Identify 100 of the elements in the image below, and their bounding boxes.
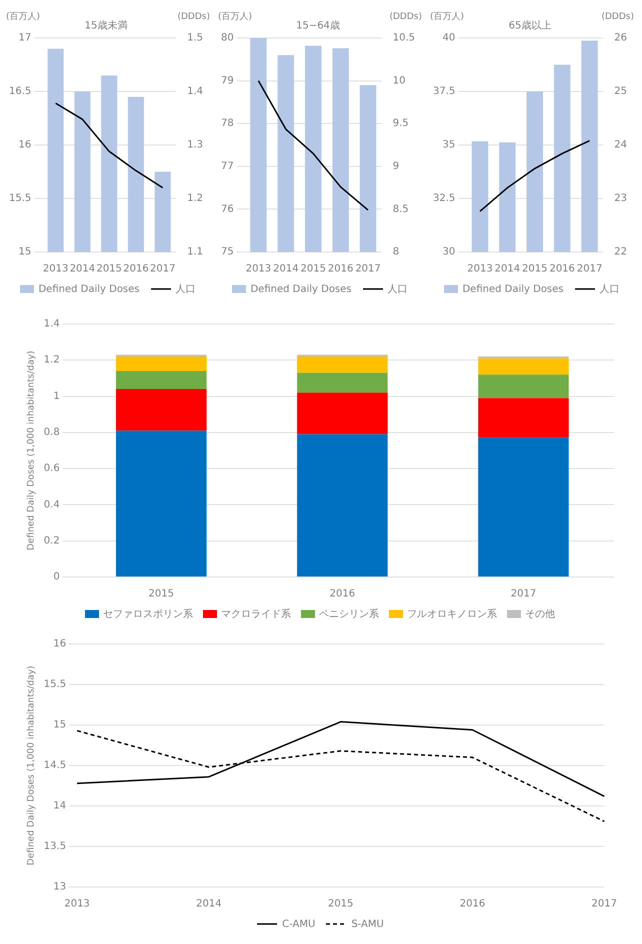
legend-label: セファロスポリン系	[103, 608, 193, 621]
y-tick-label: 35	[442, 140, 456, 151]
legend-label: S-AMU	[351, 918, 384, 930]
x-tick-label: 2013	[64, 898, 90, 910]
y-tick-label: 40	[442, 32, 456, 44]
y-tick-label: 16	[18, 140, 32, 151]
y-tick-label: 14.5	[44, 760, 66, 772]
chart-title: 15−64歳	[296, 20, 340, 32]
x-tick-label: 2016	[549, 264, 575, 275]
y-axis-title: (百万人)	[430, 10, 464, 22]
x-tick-label: 2013	[467, 264, 493, 275]
y-tick-label: 13	[53, 882, 66, 893]
chart-title: 15歳未満	[84, 20, 128, 32]
x-tick-label: 2016	[330, 588, 356, 600]
x-tick-label: 2014	[273, 264, 299, 275]
legend-label: フルオロキノロン系	[407, 608, 497, 621]
x-tick-label: 2015	[300, 264, 326, 275]
y-tick-label: 78	[220, 118, 234, 130]
y-tick-label: 15.5	[44, 679, 66, 690]
x-tick-label: 2017	[355, 264, 381, 275]
legend-label: 人口	[176, 283, 196, 296]
legend-label: その他	[525, 608, 555, 621]
y2-tick-label: 1.5	[187, 32, 204, 44]
y-axis-title: (百万人)	[218, 10, 252, 22]
x-tick-label: 2015	[148, 588, 174, 600]
bar	[297, 392, 388, 434]
y2-tick-label: 10.5	[392, 32, 415, 44]
y-tick-label: 13.5	[44, 841, 66, 852]
x-tick-label: 2016	[123, 264, 149, 275]
y-axis-title: (百万人)	[6, 10, 40, 22]
y-tick-label: 17	[18, 32, 32, 44]
y2-tick-label: 1.1	[187, 246, 204, 258]
y-tick-label: 37.5	[433, 86, 456, 98]
legend-label: Defined Daily Doses	[462, 284, 564, 294]
bar	[297, 356, 388, 373]
y-tick-label: 30	[442, 246, 456, 258]
x-tick-label: 2013	[42, 264, 68, 275]
y-tick-label: 76	[220, 204, 234, 215]
legend-label: Defined Daily Doses	[38, 284, 140, 294]
x-tick-label: 2016	[328, 264, 354, 275]
legend-label: 人口	[388, 283, 408, 296]
y-tick-label: 1.2	[44, 354, 60, 366]
y-tick-label: 1.4	[44, 318, 60, 330]
x-tick-label: 2015	[328, 898, 354, 910]
y2-tick-label: 24	[614, 140, 628, 151]
y2-tick-label: 23	[614, 193, 628, 204]
x-tick-label: 2017	[576, 264, 602, 275]
y2-tick-label: 8.5	[392, 204, 409, 215]
y-tick-label: 77	[220, 160, 234, 172]
legend-label: C-AMU	[282, 918, 316, 930]
bar	[116, 356, 207, 371]
chart-title: 65歳以上	[508, 20, 552, 32]
bar	[116, 430, 207, 576]
x-tick-label: 2014	[196, 898, 222, 910]
legend-label: ペニシリン系	[319, 608, 379, 621]
x-tick-label: 2017	[592, 898, 617, 910]
y-tick-label: 1	[53, 390, 60, 402]
y-tick-label: 0.4	[44, 499, 60, 510]
y-tick-label: 14	[53, 800, 66, 812]
x-tick-label: 2015	[522, 264, 548, 275]
y2-tick-label: 26	[614, 32, 628, 44]
y2-axis-title: (DDDs)	[177, 12, 210, 22]
y2-axis-title: (DDDs)	[389, 12, 422, 22]
bar	[297, 434, 388, 576]
y-tick-label: 32.5	[433, 193, 456, 204]
y2-tick-label: 1.4	[187, 86, 204, 98]
x-tick-label: 2016	[460, 898, 486, 910]
y-tick-label: 15	[53, 720, 66, 731]
bar	[478, 358, 569, 375]
x-tick-label: 2014	[494, 264, 520, 275]
y-tick-label: 0.6	[44, 463, 60, 474]
y-tick-label: 15	[18, 246, 32, 258]
x-tick-label: 2015	[96, 264, 122, 275]
y-tick-label: 79	[220, 75, 234, 86]
y2-tick-label: 9	[392, 160, 400, 172]
legend-label: マクロライド系	[221, 608, 291, 621]
bar	[478, 438, 569, 576]
legend-label: 人口	[600, 283, 620, 296]
x-tick-label: 2017	[510, 588, 536, 600]
y-tick-label: 80	[220, 32, 234, 44]
x-tick-label: 2014	[70, 264, 96, 275]
bar	[478, 398, 569, 438]
y-axis-title: Defined Daily Doses (1,000 inhabitants/day)	[26, 666, 37, 866]
y2-tick-label: 9.5	[392, 118, 409, 130]
y2-tick-label: 25	[614, 86, 628, 98]
bar	[297, 372, 388, 393]
y-tick-label: 16.5	[9, 86, 32, 98]
legend-label: Defined Daily Doses	[250, 284, 352, 294]
x-tick-label: 2013	[246, 264, 272, 275]
y-tick-label: 0.2	[44, 535, 60, 546]
y-tick-label: 0.8	[44, 427, 60, 438]
x-tick-label: 2017	[150, 264, 176, 275]
bar	[478, 374, 569, 398]
y-tick-label: 16	[53, 638, 66, 650]
bar	[116, 389, 207, 431]
y2-tick-label: 1.3	[187, 140, 204, 151]
y-tick-label: 0	[53, 572, 60, 583]
y2-tick-label: 10	[392, 75, 406, 86]
y-tick-label: 15.5	[9, 193, 32, 204]
y2-axis-title: (DDDs)	[601, 12, 634, 22]
